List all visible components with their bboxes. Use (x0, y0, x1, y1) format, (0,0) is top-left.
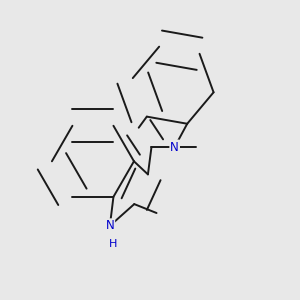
Text: N: N (106, 219, 114, 232)
Text: N: N (170, 140, 179, 154)
Text: H: H (109, 238, 117, 249)
